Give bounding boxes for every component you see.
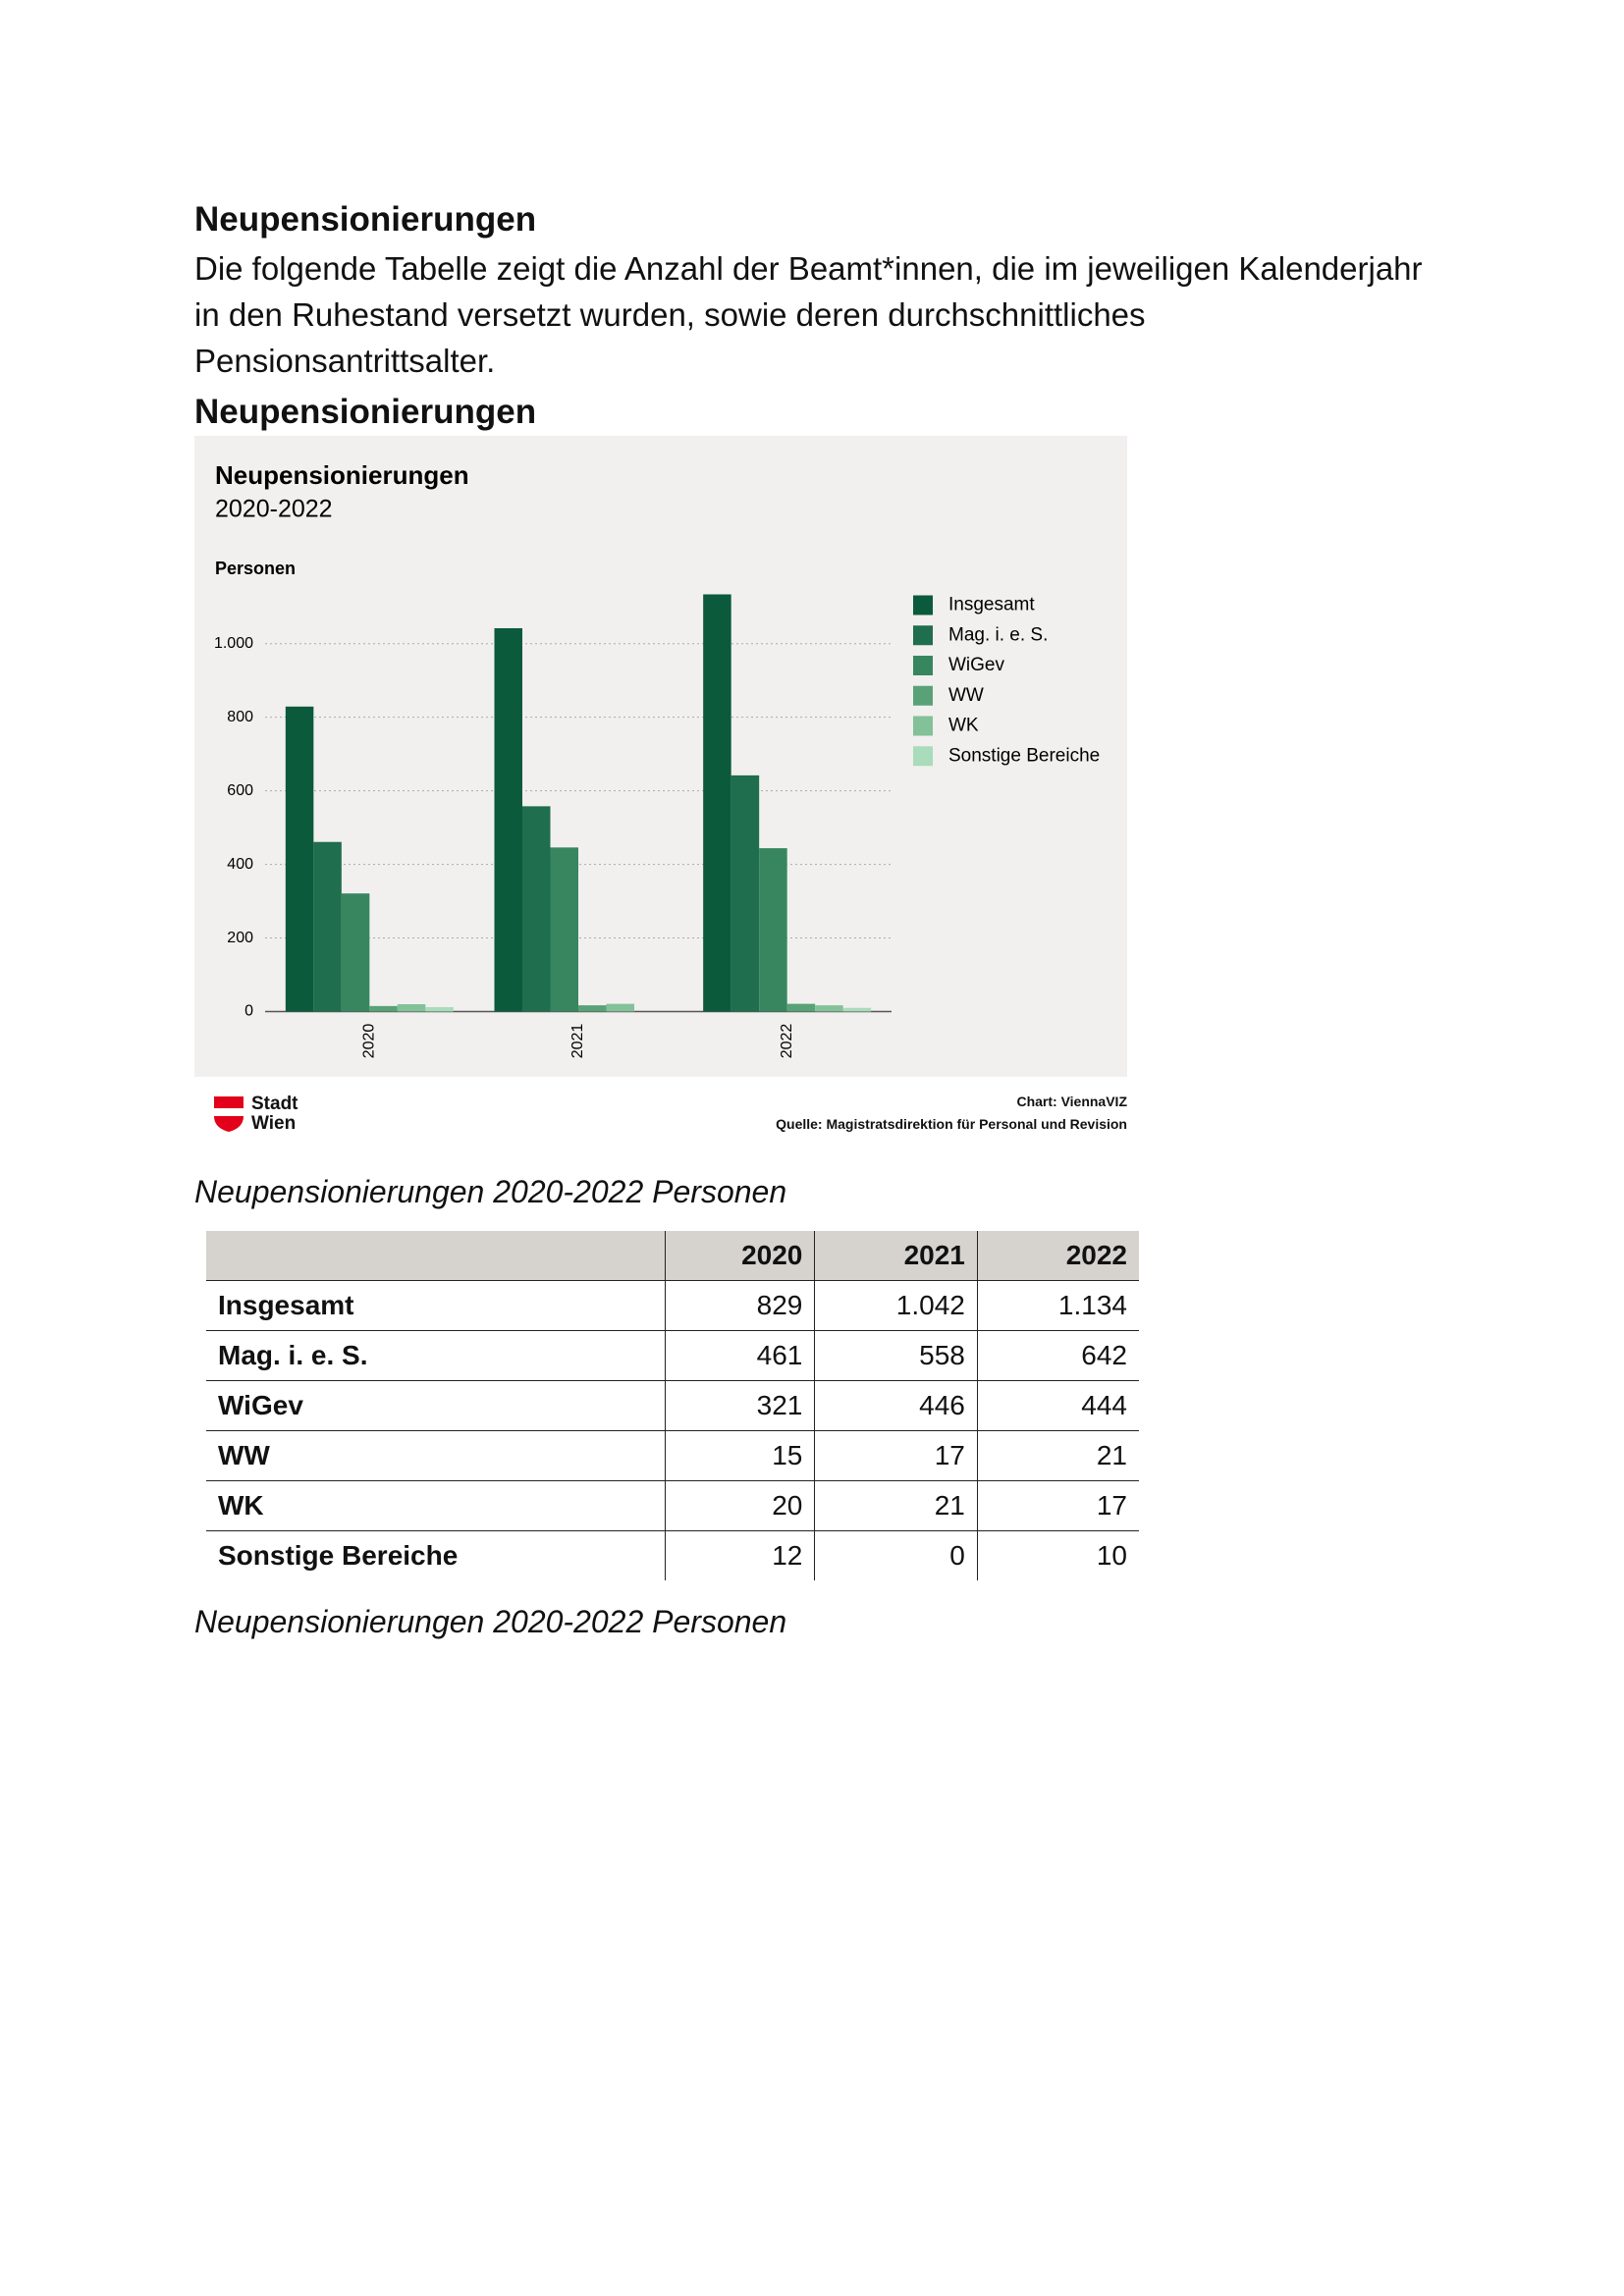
row-label: Insgesamt [206, 1280, 666, 1331]
legend-label: WW [948, 685, 984, 706]
table-row: Insgesamt 829 1.042 1.134 [206, 1280, 1139, 1331]
bar [578, 1005, 607, 1012]
table-cell: 558 [814, 1330, 978, 1381]
table-cell: 461 [665, 1330, 815, 1381]
table-cell: 15 [665, 1430, 815, 1481]
y-tick-label: 200 [227, 930, 253, 946]
table-cell: 21 [976, 1430, 1139, 1481]
bar [285, 706, 314, 1012]
table-caption: Neupensionierungen 2020-2022 Personen [194, 1174, 787, 1209]
bar [842, 1007, 872, 1012]
legend-swatch [913, 625, 933, 646]
table-cell: 12 [665, 1530, 815, 1580]
row-label: Mag. i. e. S. [206, 1330, 666, 1381]
bar [786, 1003, 816, 1012]
legend-label: Mag. i. e. S. [948, 624, 1048, 645]
bar [606, 1003, 634, 1012]
table-cell: 10 [976, 1530, 1139, 1580]
logo-text: Stadt Wien [251, 1095, 298, 1134]
legend-label: WiGev [948, 655, 1005, 675]
row-label: WW [206, 1430, 666, 1481]
table-cell: 446 [814, 1380, 978, 1431]
x-tick-label: 2020 [361, 1024, 378, 1059]
row-label: WiGev [206, 1380, 666, 1431]
legend-swatch [913, 746, 933, 767]
bar [815, 1005, 843, 1012]
chart-subtitle: 2020-2022 [215, 496, 333, 523]
legend-label: Insgesamt [948, 595, 1035, 615]
legend-swatch [913, 685, 933, 706]
table-cell: 642 [976, 1330, 1139, 1381]
legend-label: WK [948, 716, 979, 736]
y-tick-label: 400 [227, 856, 253, 873]
y-axis-label: Personen [215, 559, 296, 578]
row-label: WK [206, 1480, 666, 1531]
column-header: 2021 [814, 1231, 978, 1281]
table-row: Sonstige Bereiche 12 0 10 [206, 1530, 1139, 1580]
data-table: 2020 2021 2022 Insgesamt 829 1.042 1.134 Mag. i… [206, 1231, 1139, 1580]
bar [397, 1004, 426, 1012]
chart-credit: Chart: ViennaVIZ [1016, 1094, 1127, 1109]
table-cell: 1.134 [976, 1280, 1139, 1331]
table-row: Mag. i. e. S. 461 558 642 [206, 1330, 1139, 1381]
table-row: WiGev 321 446 444 [206, 1380, 1139, 1431]
bar [522, 806, 551, 1012]
table-cell: 20 [665, 1480, 815, 1531]
column-header: 2020 [665, 1231, 815, 1281]
bar [759, 848, 787, 1012]
y-tick-label: 800 [227, 709, 253, 725]
bar [494, 627, 522, 1012]
legend-swatch [913, 716, 933, 736]
bar [550, 847, 578, 1012]
header-cell [206, 1231, 666, 1281]
logo-line: Stadt [251, 1094, 298, 1114]
heading: Neupensionierungen [194, 200, 537, 239]
legend-swatch [913, 595, 933, 615]
x-tick-label: 2022 [779, 1024, 795, 1059]
table-row: WW 15 17 21 [206, 1430, 1139, 1481]
column-header: 2022 [976, 1231, 1139, 1281]
bar [425, 1007, 454, 1012]
table-cell: 17 [814, 1430, 978, 1481]
y-tick-label: 1.000 [214, 635, 253, 652]
logo-shield [214, 1096, 244, 1132]
legend-label: Sonstige Bereiche [948, 745, 1100, 766]
intro-text: Die folgende Tabelle zeigt die Anzahl de… [194, 250, 1423, 379]
table-note: Neupensionierungen 2020-2022 Personen [194, 1604, 787, 1639]
table-cell: 1.042 [814, 1280, 978, 1331]
y-tick-label: 0 [244, 1003, 253, 1020]
table-cell: 0 [814, 1530, 978, 1580]
bar [731, 774, 760, 1012]
table-cell: 321 [665, 1380, 815, 1431]
bar [369, 1005, 398, 1012]
table-cell: 17 [976, 1480, 1139, 1531]
chart-title: Neupensionierungen [215, 460, 469, 490]
logo-line: Wien [251, 1113, 297, 1134]
y-tick-label: 600 [227, 782, 253, 799]
table-cell: 21 [814, 1480, 978, 1531]
x-tick-label: 2021 [569, 1024, 586, 1059]
bar [703, 594, 731, 1012]
chart: Neupensionierungen 2020-2022 Personen 0 2… [194, 436, 1127, 1077]
subheading: Neupensionierungen [194, 393, 537, 431]
bar [313, 841, 342, 1012]
table-row: WK 20 21 17 [206, 1480, 1139, 1531]
row-label: Sonstige Bereiche [218, 1540, 459, 1571]
chart-source: Quelle: Magistratsdirektion für Personal… [776, 1116, 1127, 1132]
table-cell: 444 [976, 1380, 1139, 1431]
bar [341, 893, 370, 1012]
header-row: 2020 2021 2022 [206, 1231, 1139, 1281]
table-cell: 829 [665, 1280, 815, 1331]
legend-swatch [913, 656, 933, 675]
